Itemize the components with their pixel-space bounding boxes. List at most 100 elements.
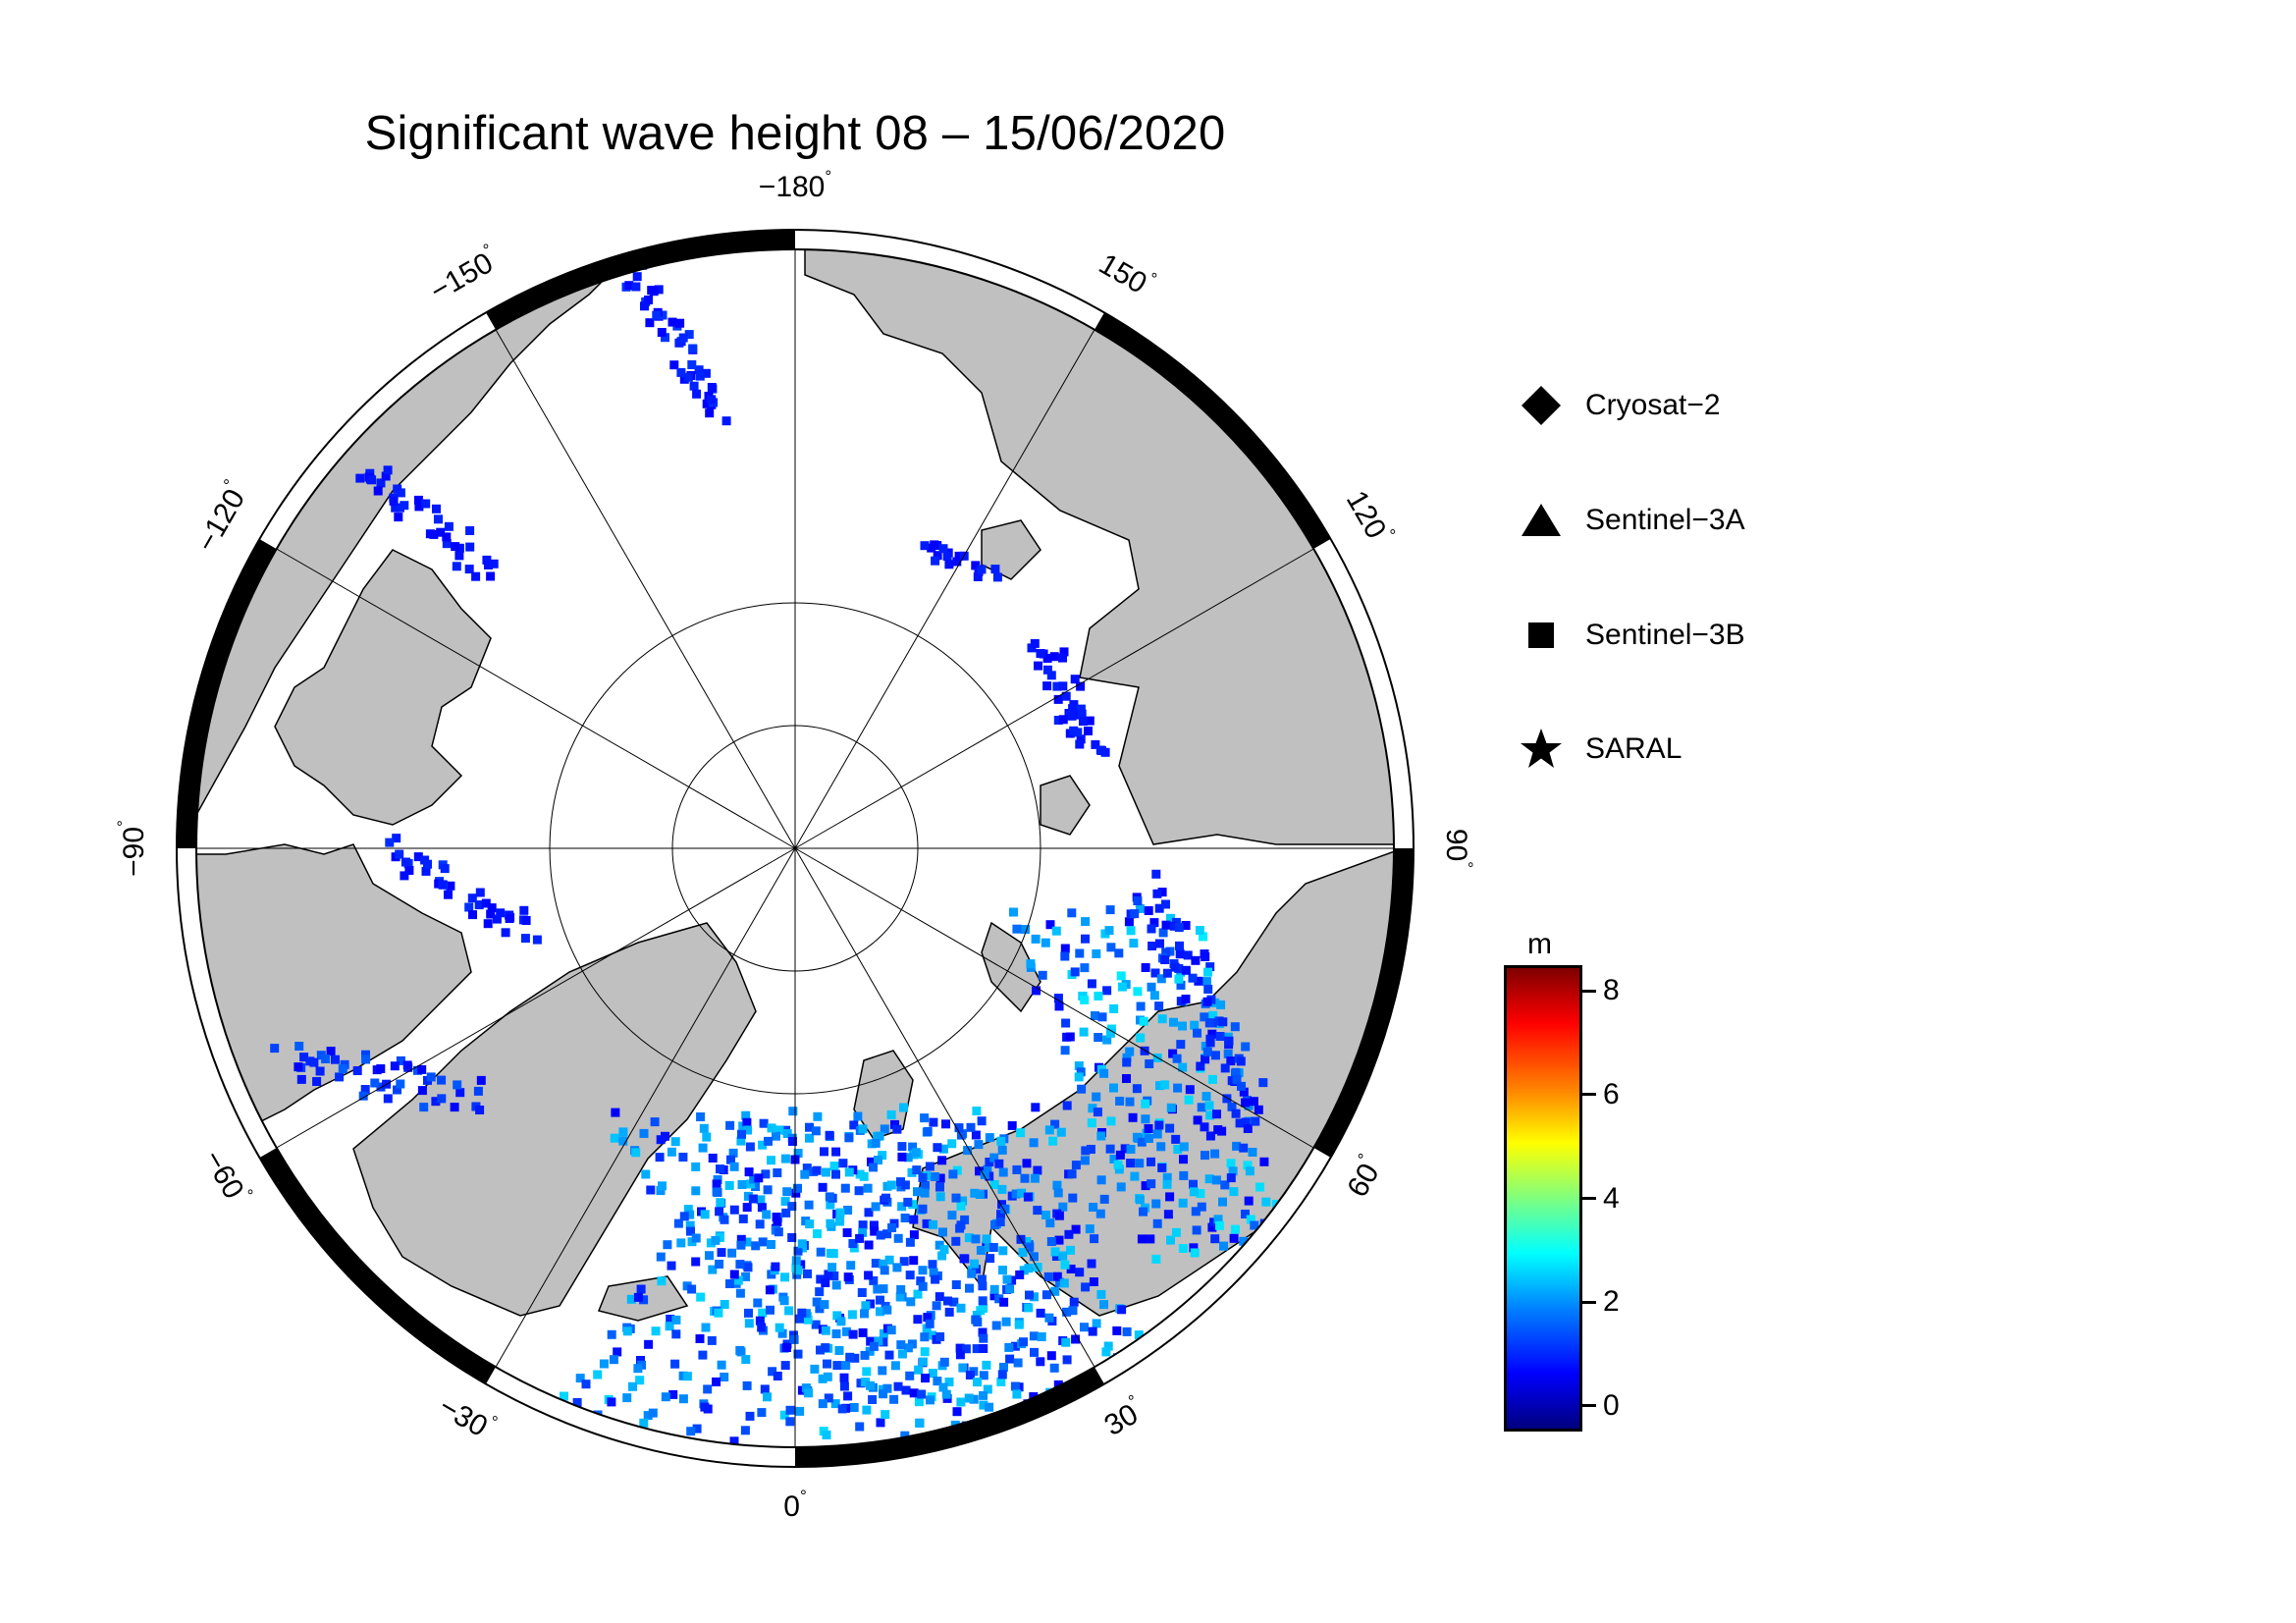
swh-sample (450, 1103, 459, 1112)
swh-sample (492, 914, 502, 924)
swh-sample (707, 1335, 717, 1345)
swh-sample (849, 1403, 859, 1412)
swh-sample (1105, 905, 1115, 915)
swh-sample (396, 1055, 405, 1065)
swh-sample (1112, 1325, 1122, 1335)
swh-sample (971, 1130, 981, 1140)
swh-sample (465, 542, 475, 552)
swh-sample (1011, 1189, 1021, 1199)
swh-sample (720, 1300, 729, 1309)
swh-sample (1149, 918, 1159, 928)
swh-sample (777, 1328, 787, 1338)
swh-sample (1087, 1259, 1096, 1269)
swh-sample (464, 565, 474, 574)
swh-sample (989, 1179, 999, 1189)
swh-sample (948, 1169, 958, 1179)
swh-sample (421, 866, 431, 876)
swh-sample (742, 1117, 752, 1127)
swh-sample (1172, 1054, 1182, 1063)
swh-sample (1185, 1085, 1195, 1095)
swh-sample (724, 1180, 734, 1190)
swh-sample (938, 1227, 947, 1237)
swh-sample (774, 1125, 784, 1135)
swh-sample (1159, 1395, 1169, 1404)
swh-sample (1154, 903, 1164, 913)
swh-sample (824, 1393, 833, 1403)
swh-sample (816, 1274, 826, 1284)
swh-sample (1038, 970, 1047, 980)
swh-sample (820, 1147, 828, 1157)
swh-sample (1037, 1332, 1046, 1341)
swh-sample (1081, 917, 1091, 927)
swh-sample (1141, 1181, 1150, 1191)
swh-sample (755, 1316, 765, 1325)
swh-sample (1005, 1354, 1015, 1364)
swh-sample (1079, 1027, 1089, 1037)
swh-sample (1193, 1115, 1202, 1125)
swh-sample (762, 1210, 772, 1219)
swh-sample (843, 1206, 853, 1215)
swh-sample (1086, 1145, 1095, 1154)
swh-sample (743, 1263, 753, 1272)
swh-sample (1171, 1227, 1181, 1237)
swh-sample (997, 1145, 1007, 1155)
swh-sample (811, 1320, 821, 1329)
swh-sample (1070, 675, 1080, 684)
swh-sample (939, 1245, 949, 1255)
swh-sample (698, 1143, 708, 1153)
swh-sample (701, 368, 711, 378)
swh-sample (1174, 974, 1184, 984)
swh-sample (896, 1284, 906, 1294)
swh-sample (1219, 1241, 1228, 1251)
swh-sample (1216, 1000, 1226, 1009)
swh-sample (560, 1391, 568, 1401)
swh-sample (989, 1153, 999, 1163)
swh-sample (866, 1380, 875, 1390)
swh-sample (381, 471, 391, 481)
swh-sample (678, 1153, 688, 1162)
swh-sample (1220, 1180, 1230, 1190)
swh-sample (656, 1186, 666, 1196)
swh-sample (1178, 1198, 1188, 1208)
triangle-icon (1522, 504, 1561, 536)
swh-sample (934, 1292, 944, 1302)
swh-sample (1183, 950, 1193, 960)
longitude-value: −120 (190, 484, 251, 558)
swh-sample (640, 301, 649, 311)
swh-sample (676, 367, 686, 377)
frame-inner-ring (195, 248, 1395, 1448)
swh-sample (871, 1138, 881, 1148)
swh-sample (1218, 1017, 1228, 1027)
swh-sample (1053, 1188, 1063, 1198)
swh-sample (1128, 1371, 1138, 1380)
swh-sample (1029, 1252, 1039, 1262)
swh-sample (712, 1377, 721, 1386)
swh-sample (1165, 1123, 1175, 1133)
swh-sample (692, 1424, 702, 1434)
swh-sample (874, 1336, 883, 1346)
swh-sample (400, 871, 409, 881)
swh-sample (413, 852, 423, 862)
swh-sample (985, 1402, 994, 1412)
colorbar-tick (1582, 1197, 1596, 1200)
swh-sample (829, 1162, 839, 1171)
swh-sample (467, 893, 477, 903)
swh-sample (1208, 1010, 1218, 1020)
swh-sample (1241, 1098, 1251, 1108)
swh-sample (1060, 1260, 1070, 1270)
swh-sample (995, 1217, 1005, 1226)
swh-sample (979, 1333, 988, 1343)
swh-sample (1076, 681, 1086, 691)
swh-sample (475, 1106, 485, 1114)
swh-sample (868, 1395, 878, 1404)
swh-sample (1200, 1122, 1209, 1132)
swh-sample (644, 1339, 654, 1349)
swh-sample (759, 1118, 769, 1128)
swh-sample (1195, 926, 1204, 935)
swh-sample (979, 1371, 988, 1380)
swh-sample (1133, 987, 1143, 997)
swh-sample (1033, 1263, 1042, 1272)
swh-sample (805, 1122, 814, 1132)
swh-sample (454, 543, 464, 553)
swh-sample (1168, 1049, 1178, 1058)
